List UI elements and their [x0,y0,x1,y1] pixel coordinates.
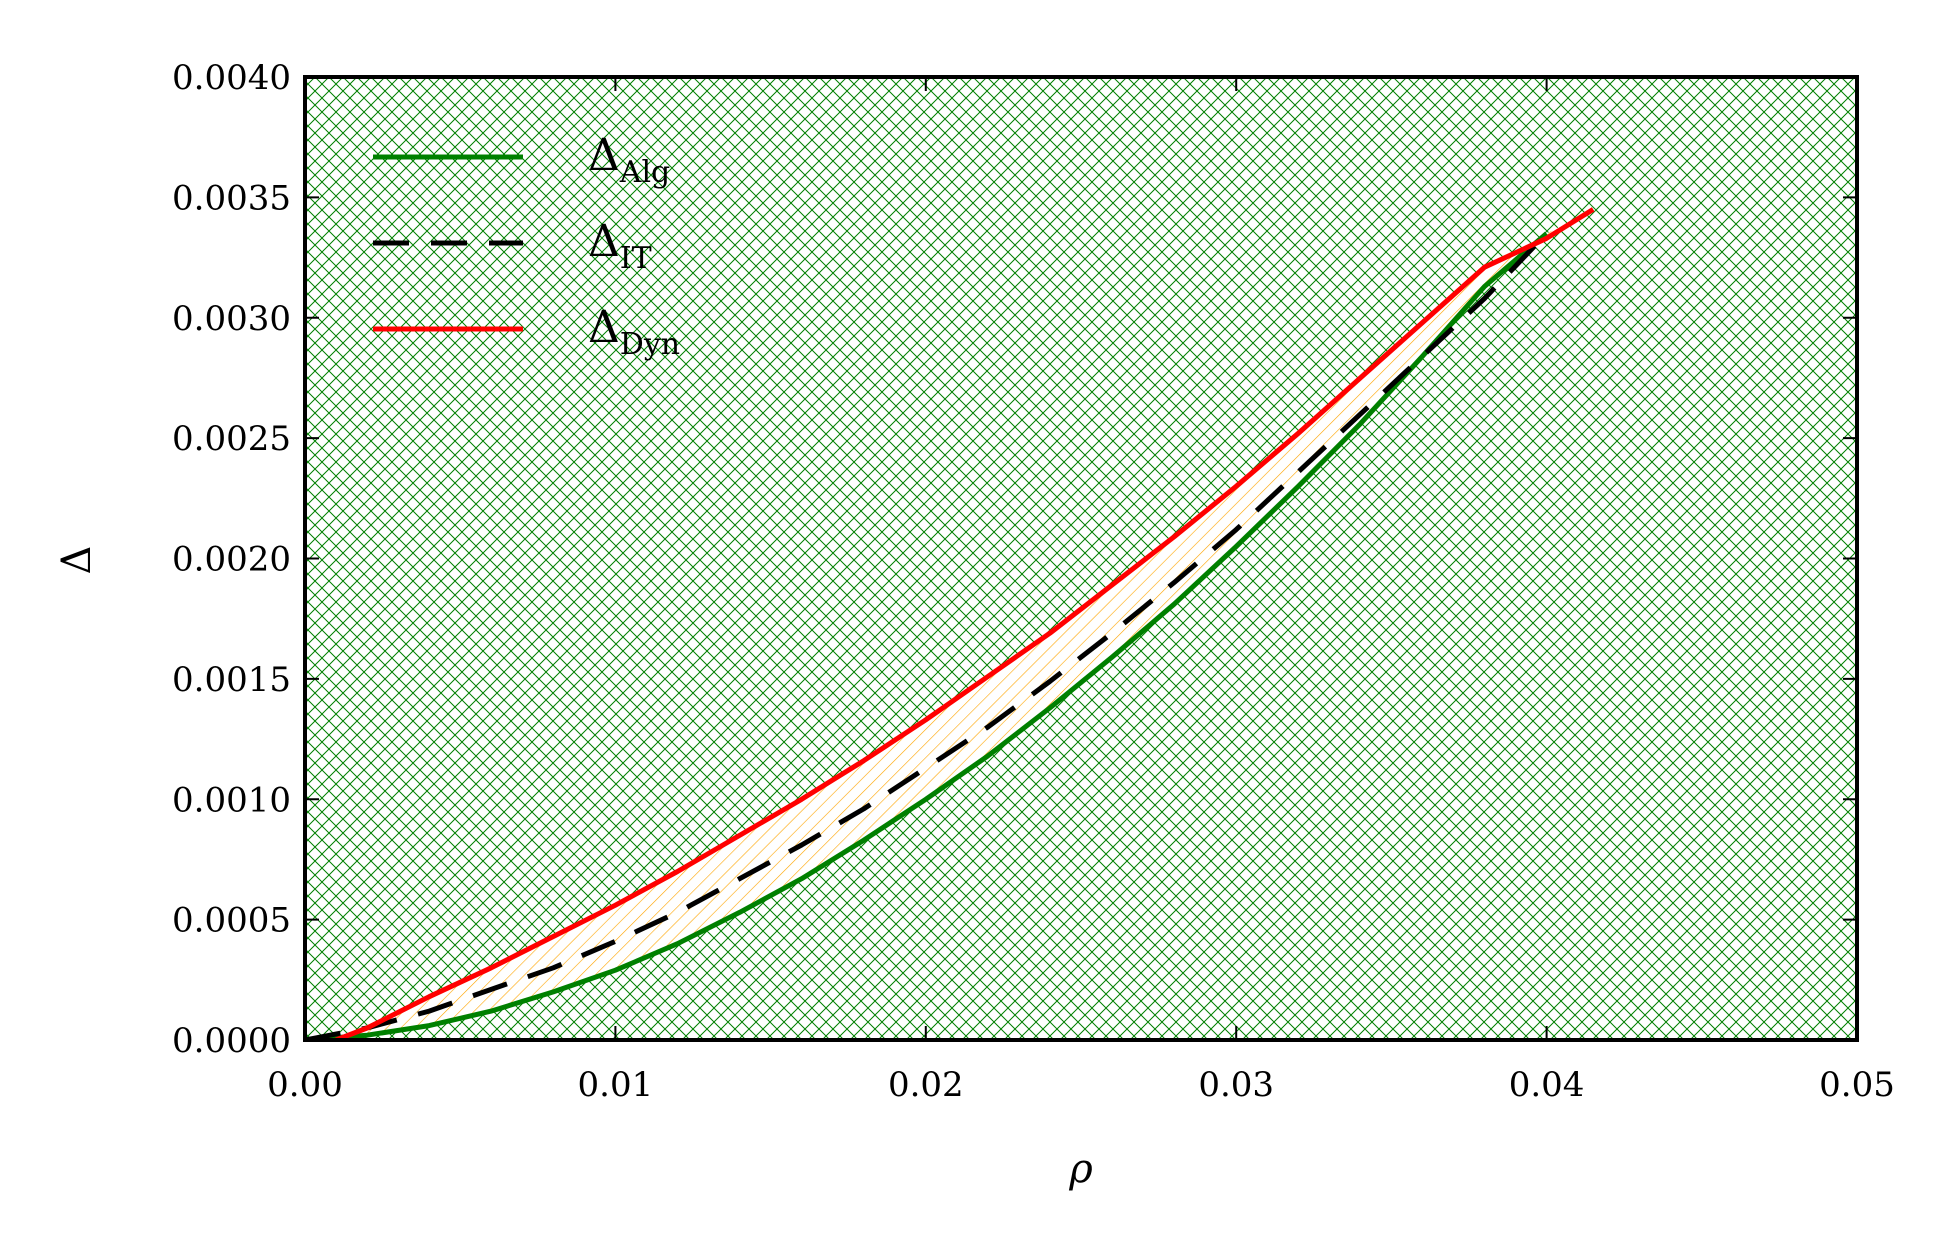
y-tick-label: 0.0020 [172,540,291,580]
x-tick-label: 0.03 [1198,1065,1274,1105]
y-axis-label: Δ [54,546,100,575]
y-tick-label: 0.0025 [172,419,291,459]
x-axis-label: ρ [1068,1146,1093,1192]
legend-entry-dyn: ΔDyn [588,302,680,362]
y-tick-label: 0.0005 [172,901,291,941]
y-tick-label: 0.0030 [172,299,291,339]
legend-entry-it: ΔIT [588,216,652,276]
y-tick-label: 0.0010 [172,780,291,820]
x-tick-label: 0.00 [267,1065,343,1105]
legend-entry-alg: ΔAlg [588,130,670,190]
x-tick-label: 0.02 [888,1065,964,1105]
y-tick-label: 0.0035 [172,178,291,218]
series-layer [305,207,1595,1040]
y-tick-label: 0.0000 [172,1021,291,1061]
between-hatch [305,209,1594,1040]
y-tick-label: 0.0040 [172,58,291,98]
ticks-layer: 0.00 0.01 0.02 0.03 0.04 0.05 0.0000 0.0005 0.00… [172,58,1895,1105]
x-tick-label: 0.01 [578,1065,654,1105]
x-tick-label: 0.05 [1819,1065,1895,1105]
series-line-dyn [335,207,1595,1040]
y-tick-label: 0.0015 [172,660,291,700]
series-line-alg [305,231,1549,1040]
crosshatch-fill [305,77,1857,1040]
legend: ΔAlg ΔIT ΔDyn [373,130,680,362]
x-tick-label: 0.04 [1509,1065,1585,1105]
